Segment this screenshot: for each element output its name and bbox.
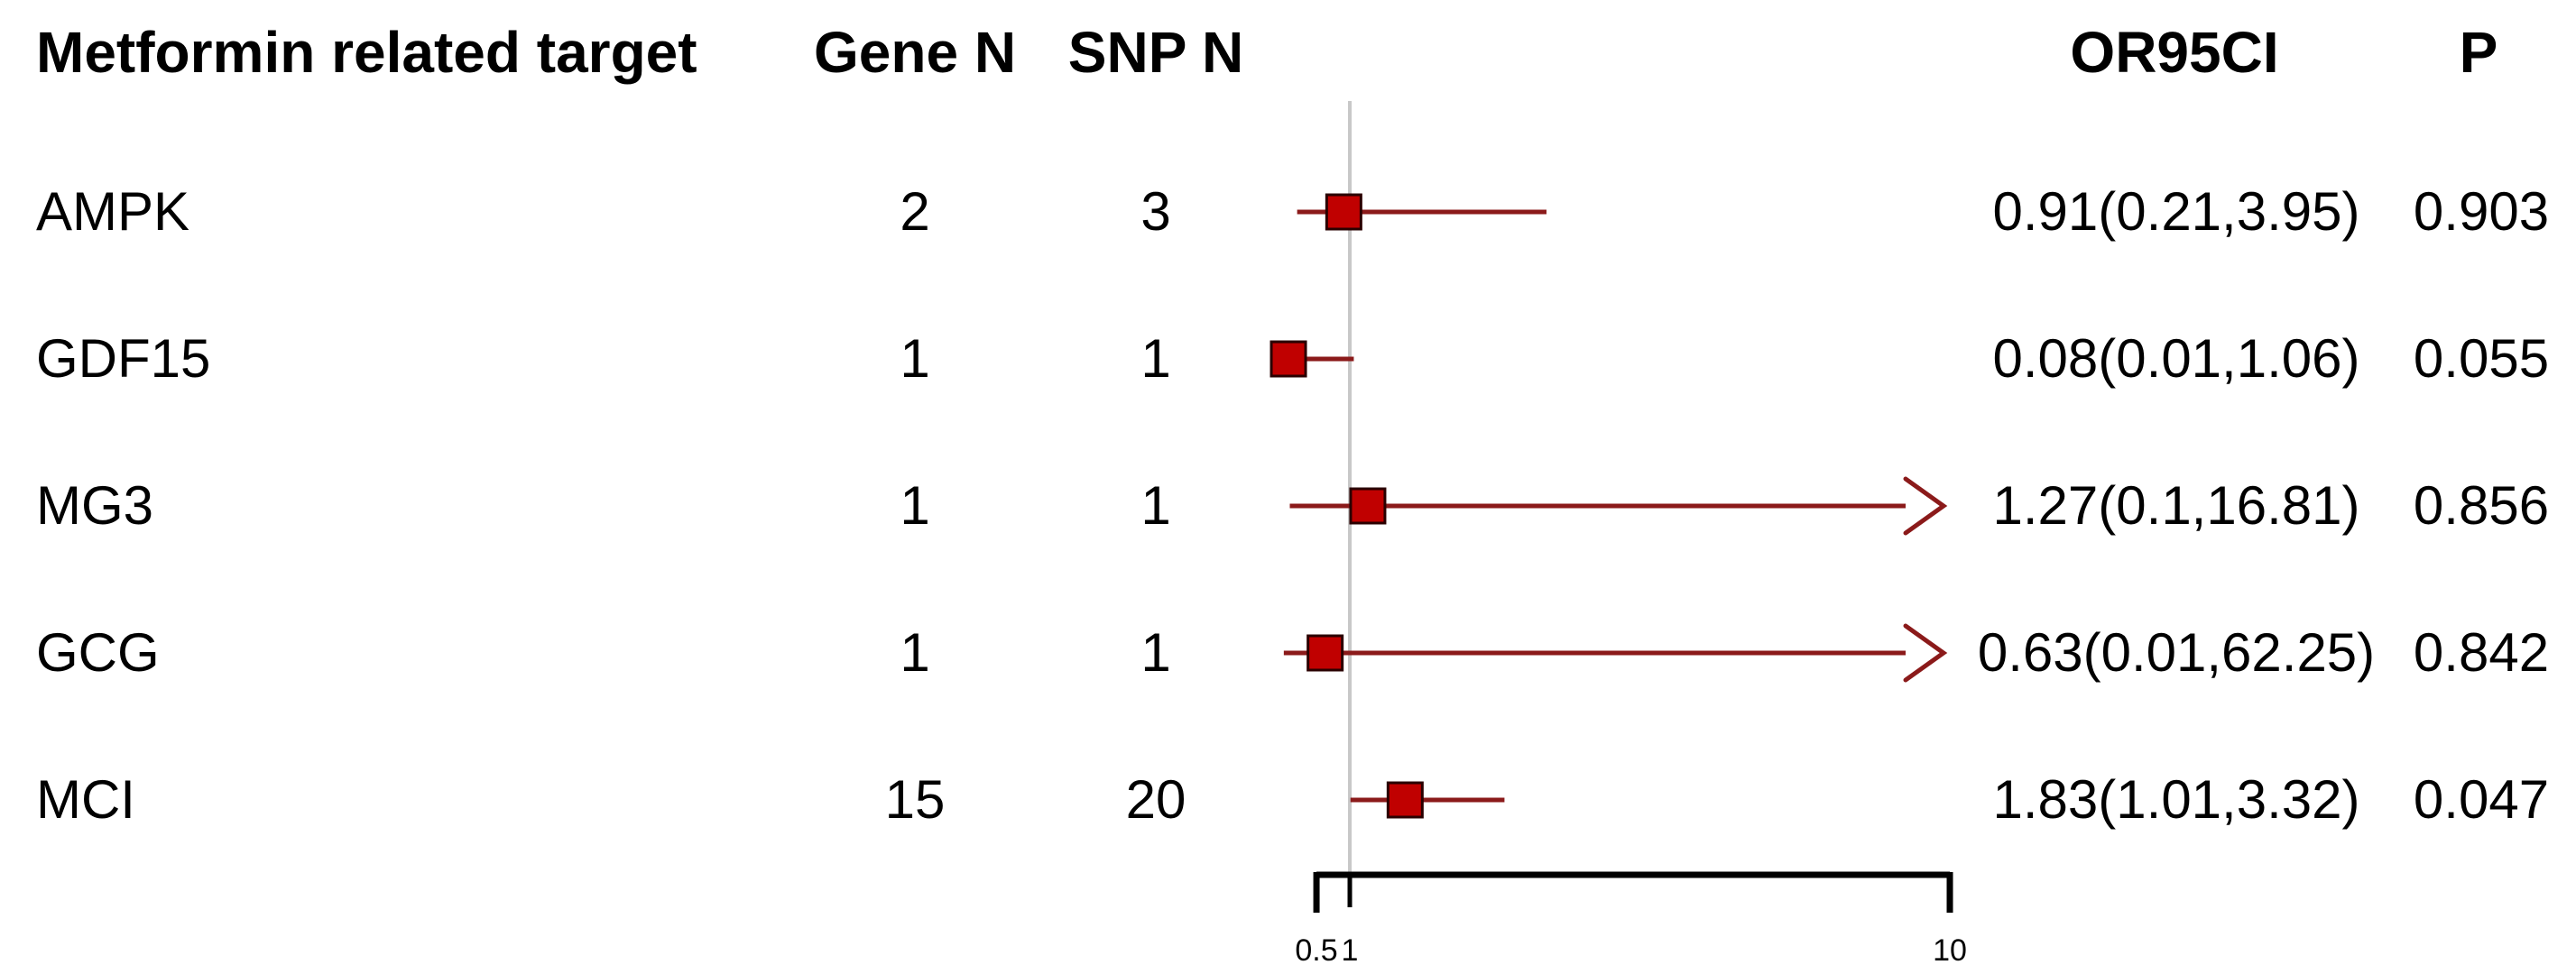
snp-n-value: 1 [1140,475,1171,536]
snp-n-value: 3 [1140,181,1171,242]
or-marker [1349,487,1387,525]
p-value: 0.856 [2413,475,2550,536]
gene-n-value: 1 [900,622,930,683]
snp-n-value: 20 [1125,769,1186,830]
column-header-p: P [2459,20,2498,85]
or-marker [1306,634,1344,672]
axis-tick-label: 10 [1933,933,1967,968]
or-ci-value: 1.27(0.1,16.81) [1992,475,2360,536]
or-marker [1270,340,1307,378]
snp-n-value: 1 [1140,622,1171,683]
or-ci-value: 1.83(1.01,3.32) [1992,769,2360,830]
column-header-gene-n: Gene N [813,20,1017,85]
gene-n-value: 1 [900,328,930,389]
gene-n-value: 1 [900,475,930,536]
column-header-snp-n: SNP N [1067,20,1244,85]
p-value: 0.055 [2413,328,2550,389]
row-label: GDF15 [36,328,211,389]
or-marker [1386,781,1424,819]
or-ci-value: 0.91(0.21,3.95) [1992,181,2360,242]
column-header-or95ci: OR95CI [2070,20,2279,85]
p-value: 0.047 [2413,769,2550,830]
row-label: MCI [36,769,135,830]
row-label: GCG [36,622,160,683]
row-label: MG3 [36,475,154,536]
axis-tick-label: 1 [1341,933,1359,968]
or-ci-value: 0.63(0.01,62.25) [1977,622,2376,683]
gene-n-value: 2 [900,181,930,242]
snp-n-value: 1 [1140,328,1171,389]
or-marker [1325,193,1362,231]
arrow-right-icon [1903,476,1948,536]
or-ci-value: 0.08(0.01,1.06) [1992,328,2360,389]
row-label: AMPK [36,181,190,242]
p-value: 0.842 [2413,622,2550,683]
p-value: 0.903 [2413,181,2550,242]
axis-tick-label: 0.5 [1295,933,1338,968]
arrow-right-icon [1903,623,1948,683]
column-header-target: Metformin related target [36,20,697,85]
gene-n-value: 15 [884,769,946,830]
